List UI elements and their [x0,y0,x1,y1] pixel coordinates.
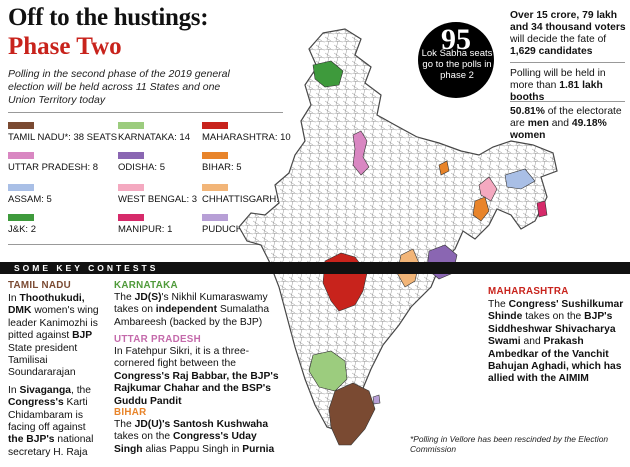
contest-uttar-pradesh-text: In Fatehpur Sikri, it is a three-cornere… [114,346,279,407]
stat-voters: Over 15 crore, 79 lakh and 34 thousand v… [510,10,626,57]
legend-label: UTTAR PRADESH: 8 [8,162,99,173]
legend-item: J&K: 2 [8,214,36,235]
contest-bihar-head: BIHAR [114,407,147,418]
legend-label: CHHATTISGARH: 3 [202,194,287,205]
contest-uttar-pradesh: UTTAR PRADESH In Fatehpur Sikri, it is a… [114,334,286,408]
region-tamil-nadu [328,382,376,446]
legend-swatch [118,152,144,159]
contest-karnataka: KARNATAKA The JD(S)'s Nikhil Kumaraswamy… [114,280,286,329]
intro-text: Polling in the second phase of the 2019 … [8,68,230,106]
legend-top-rule [8,112,283,113]
stat-rule-2 [510,101,625,102]
legend-item: MANIPUR: 1 [118,214,172,235]
legend-label: ODISHA: 5 [118,162,165,173]
stat-booths: Polling will be held in more than 1.81 l… [510,68,606,103]
contest-tamil-nadu-p2: In Sivaganga, the Congress's Karti Chida… [8,384,94,458]
contest-tamil-nadu-p1: In Thoothukudi, DMK women's wing leader … [8,293,99,379]
legend-item: ASSAM: 5 [8,184,52,205]
legend-label: TAMIL NADU*: 38 SEATS [8,132,118,143]
seats-circle: 95 [418,22,494,98]
legend-swatch [202,122,228,129]
title-line-2: Phase Two [8,33,122,60]
legend-swatch [8,184,34,191]
contest-bihar-text: The JD(U)'s Santosh Kushwaha takes on th… [114,419,275,455]
legend-swatch [202,152,228,159]
legend-swatch [8,214,34,221]
region-manipur [536,200,548,218]
legend-label: MANIPUR: 1 [118,224,173,235]
legend-swatch [118,184,144,191]
region-puducherry [372,394,381,405]
legend-item: UTTAR PRADESH: 8 [8,152,98,173]
legend-bottom-rule [8,244,283,245]
contest-karnataka-text: The JD(S)'s Nikhil Kumaraswamy takes on … [114,292,270,328]
contest-uttar-pradesh-head: UTTAR PRADESH [114,334,201,345]
seats-number: 95 [441,23,471,56]
contest-maharashtra: MAHARASHTRA The Congress' Sushilkumar Sh… [488,286,626,386]
contest-bihar: BIHAR The JD(U)'s Santosh Kushwaha takes… [114,407,286,456]
legend-item: WEST BENGAL: 3 [118,184,197,205]
region-karnataka [308,350,348,392]
legend-swatch [118,122,144,129]
legend-swatch [8,122,34,129]
contest-tamil-nadu: TAMIL NADU In Thoothukudi, DMK women's w… [8,280,103,459]
legend-swatch [202,184,228,191]
region-uttar-pradesh [352,130,370,176]
india-map [238,28,558,446]
stat-rule-1 [510,62,625,63]
title-line-1: Off to the hustings: [8,4,209,31]
legend-label: J&K: 2 [8,224,36,235]
region-assam [504,168,536,190]
contest-maharashtra-text: The Congress' Sushilkumar Shinde takes o… [488,299,624,385]
legend-label: WEST BENGAL: 3 [118,194,198,205]
legend-swatch [118,214,144,221]
legend-label: KARNATAKA: 14 [118,132,190,143]
legend-item: CHHATTISGARH: 3 [202,184,287,205]
seats-caption: Lok Sabha seats go to the polls in phase… [421,48,493,81]
legend-item: MAHARASHTRA: 10 [202,122,291,143]
region-bihar [438,160,450,176]
legend-label: MAHARASHTRA: 10 [202,132,291,143]
contest-tamil-nadu-head: TAMIL NADU [8,280,72,291]
legend-swatch [8,152,34,159]
legend-swatch [202,214,228,221]
stat-gender: 50.81% of the electorate are men and 49.… [510,106,622,141]
key-contests-band: SOME KEY CONTESTS [0,262,630,274]
legend-label: BIHAR: 5 [202,162,242,173]
legend-item: TAMIL NADU*: 38 SEATS [8,122,117,143]
contest-maharashtra-head: MAHARASHTRA [488,286,569,297]
region-jk [312,60,344,88]
region-west-bengal [478,176,498,202]
region-bengal-bihar [472,196,490,222]
legend-item: BIHAR: 5 [202,152,242,173]
footnote: *Polling in Vellore has been rescinded b… [410,434,609,454]
legend-item: KARNATAKA: 14 [118,122,190,143]
contest-karnataka-head: KARNATAKA [114,280,178,291]
legend-item: ODISHA: 5 [118,152,165,173]
legend-label: ASSAM: 5 [8,194,52,205]
